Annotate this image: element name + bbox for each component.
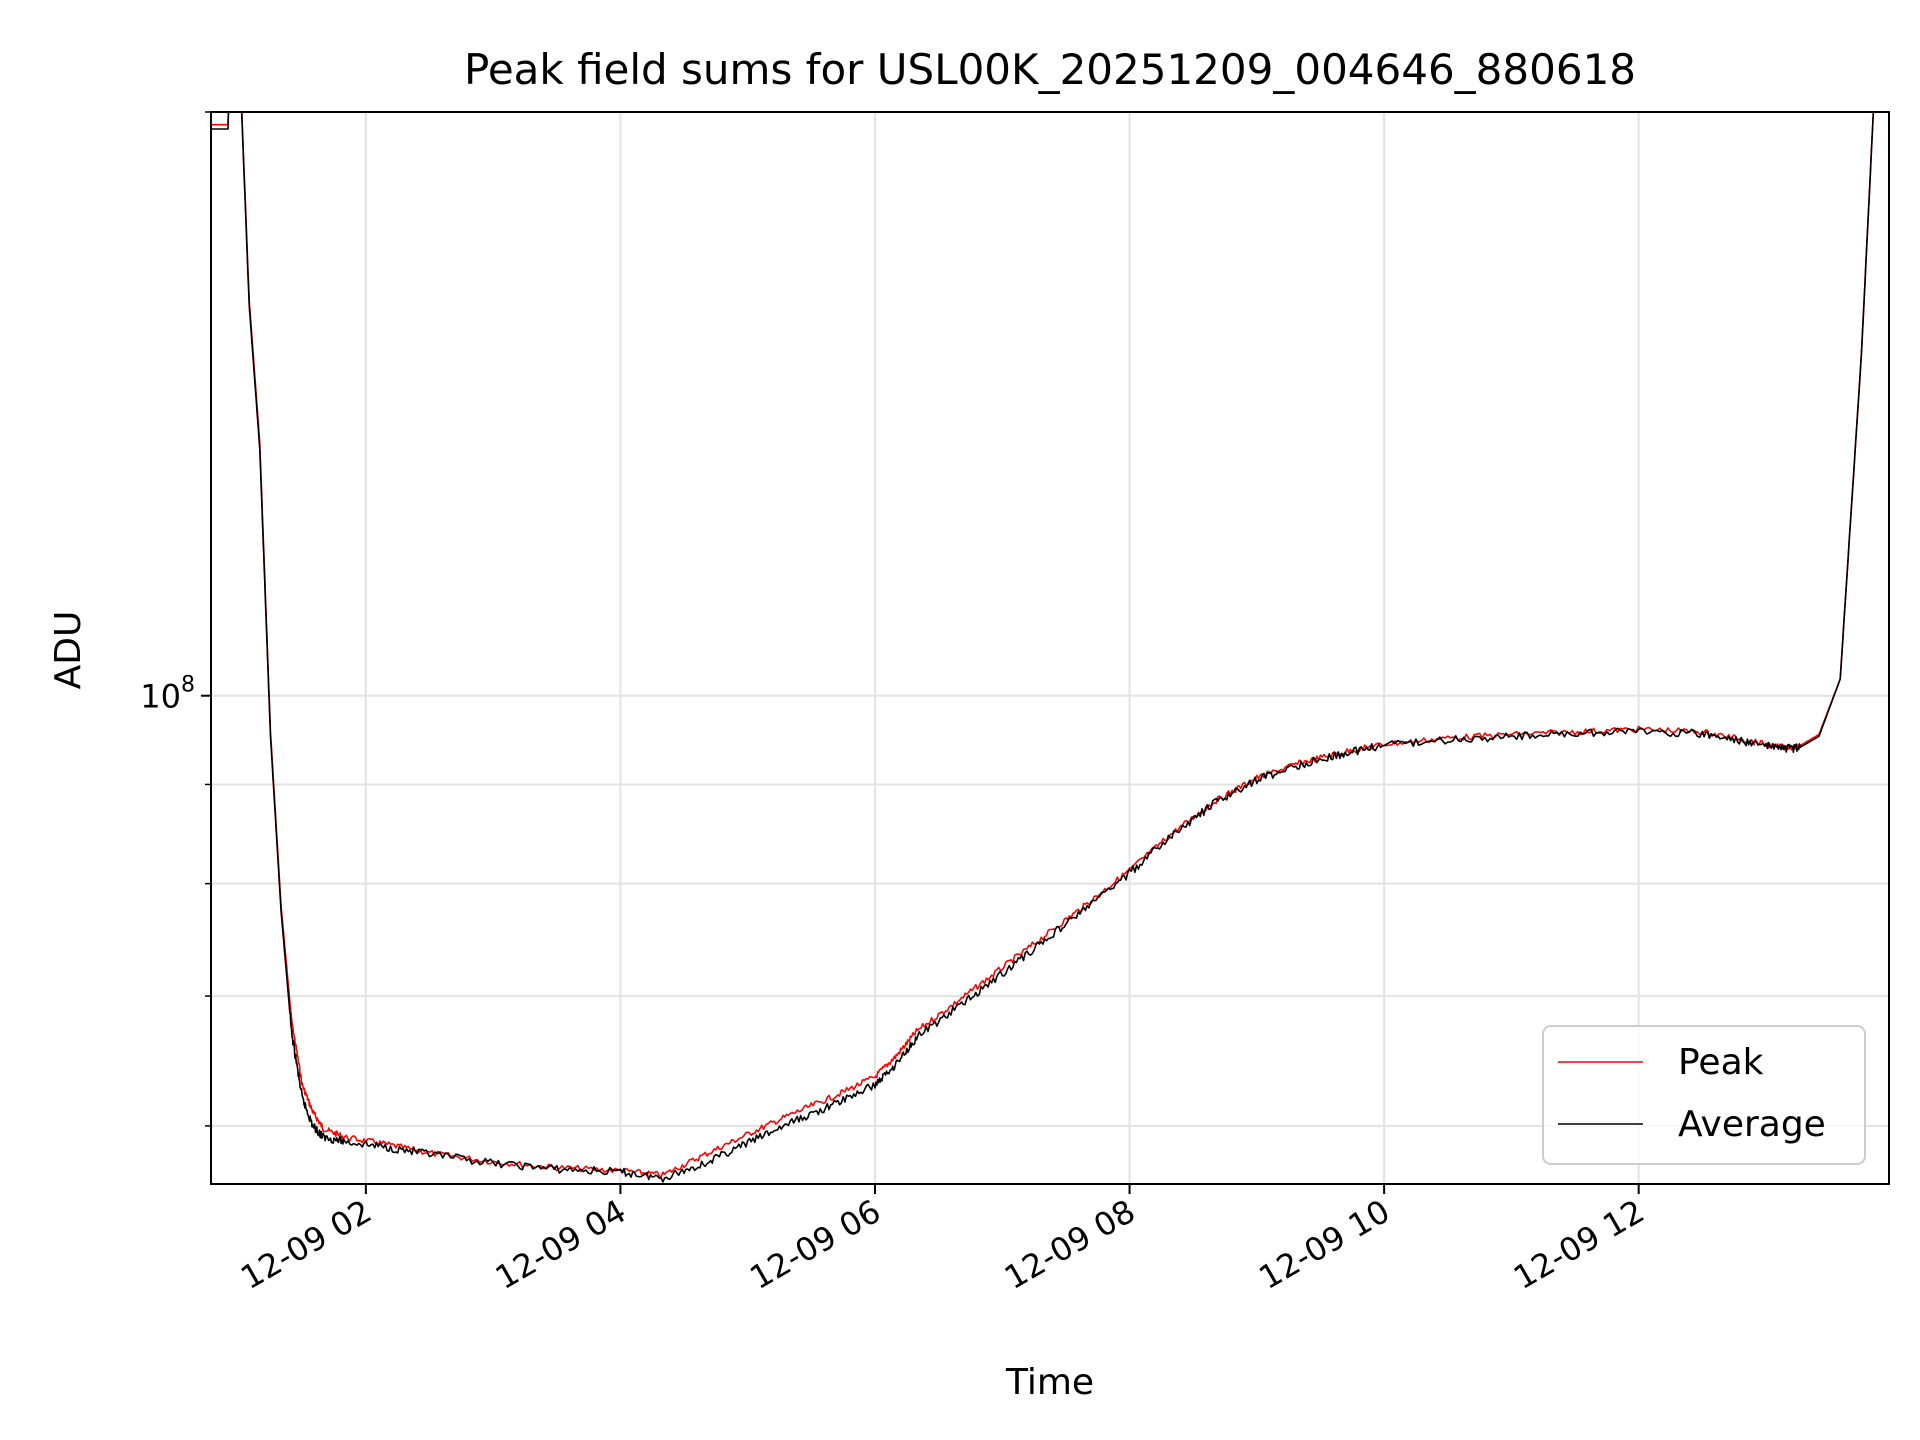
legend-label-peak: Peak bbox=[1678, 1042, 1764, 1083]
series-line-average bbox=[211, 112, 1875, 1183]
series-line-peak bbox=[211, 112, 1875, 1178]
chart-title: Peak field sums for USL00K_20251209_0046… bbox=[464, 45, 1636, 94]
plot-frame bbox=[210, 111, 1890, 1185]
y-tick-label: 108 bbox=[140, 673, 195, 716]
grid-lines bbox=[211, 111, 1889, 1184]
plot-series bbox=[211, 112, 1875, 1183]
legend-label-average: Average bbox=[1678, 1104, 1826, 1145]
y-axis-label: ADU bbox=[48, 611, 89, 690]
y-axis-ticks: 108 bbox=[140, 111, 211, 1127]
legend: Peak Average bbox=[1542, 1025, 1866, 1165]
x-axis-label: Time bbox=[1005, 1362, 1094, 1403]
legend-box bbox=[1542, 1025, 1866, 1165]
